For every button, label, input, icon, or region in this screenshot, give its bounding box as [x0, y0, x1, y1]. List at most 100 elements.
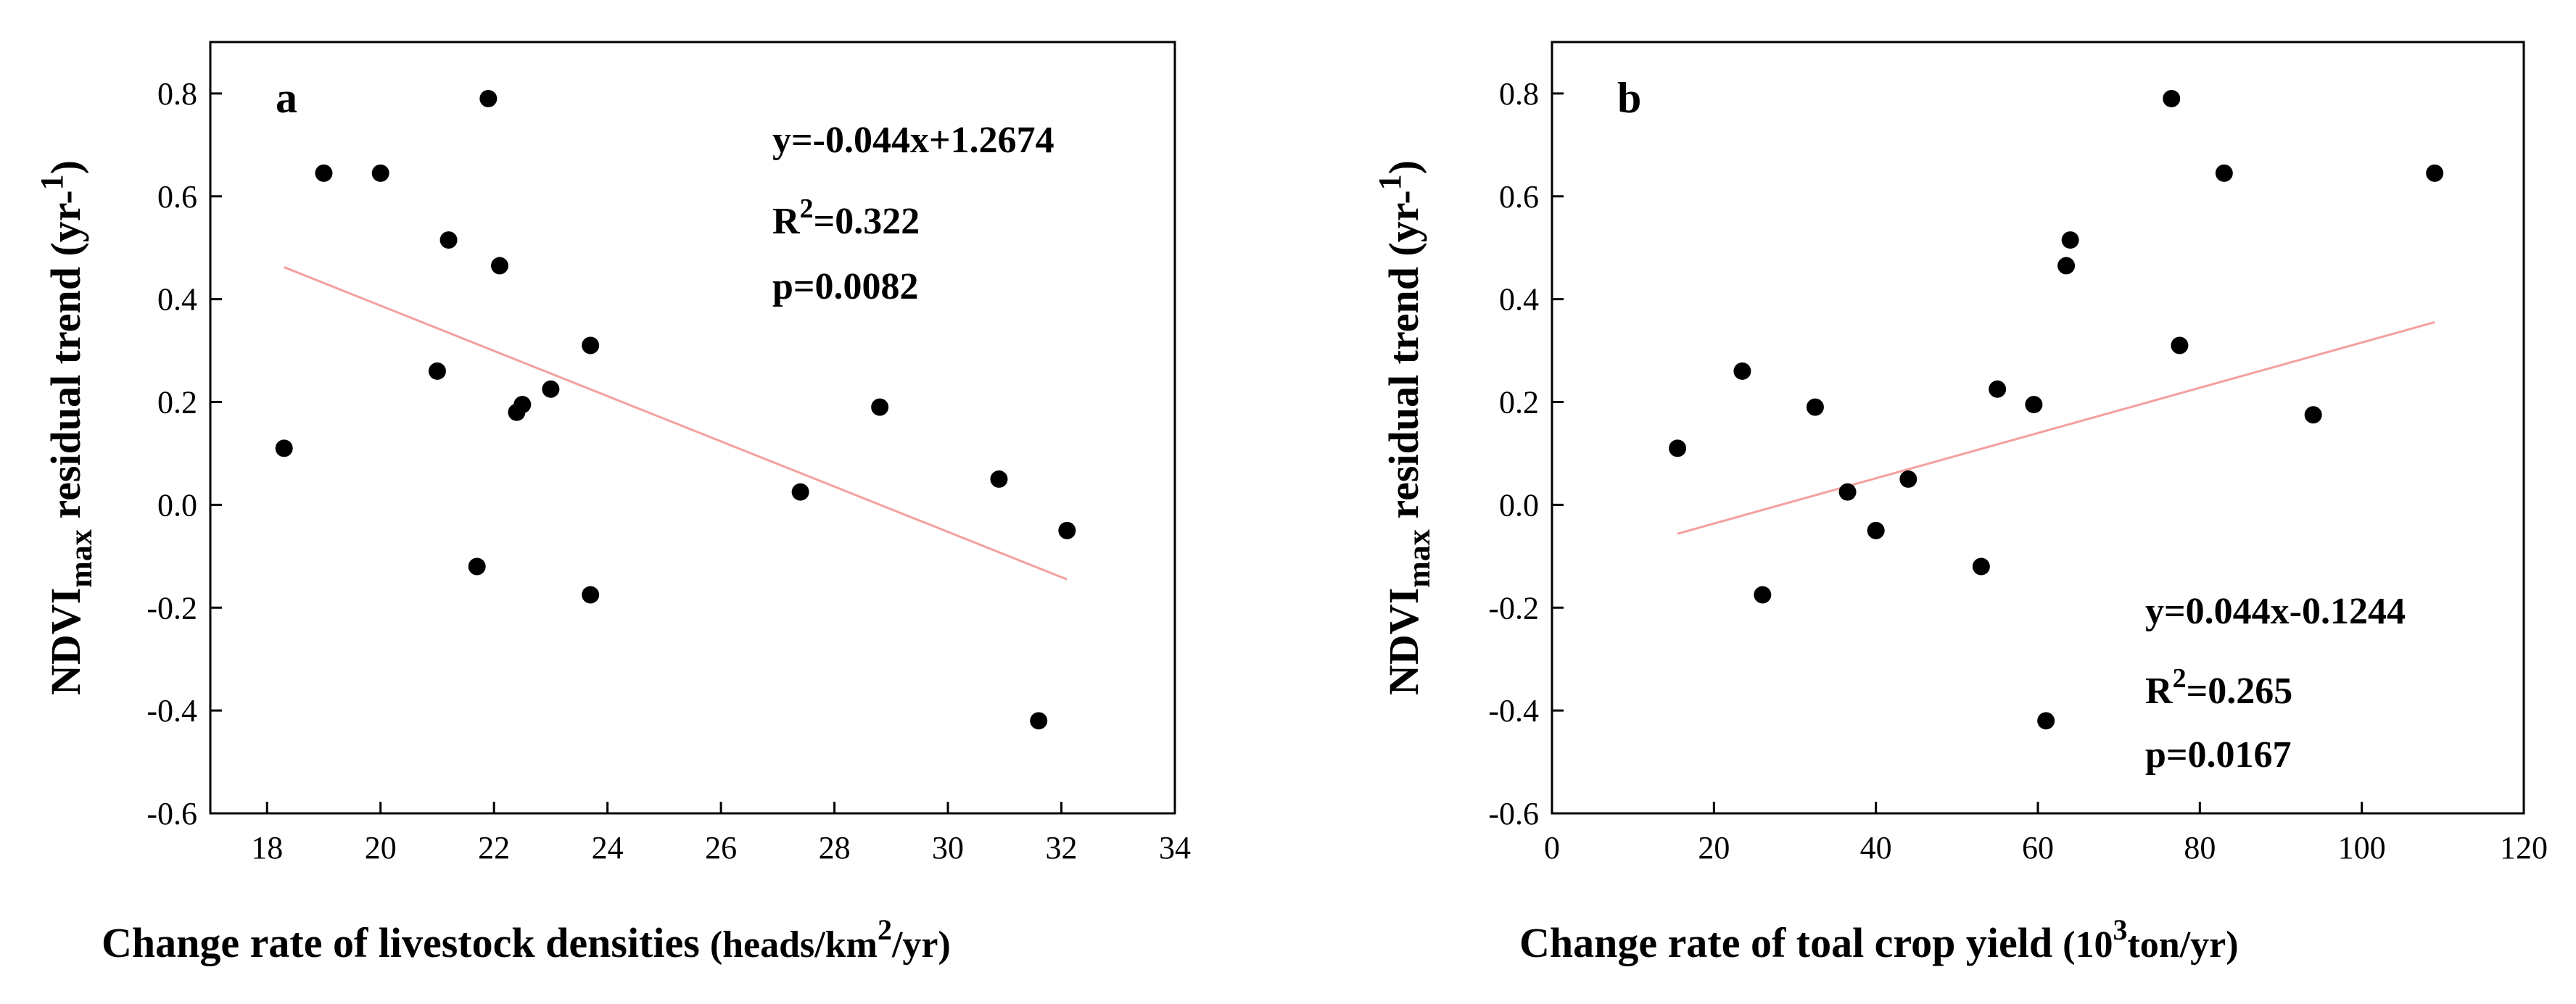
panel-a-point [491, 257, 508, 275]
panel-a-y-tick-label: 0.6 [157, 179, 197, 215]
panel-b-y-tick-label: 0.2 [1499, 385, 1539, 420]
panel-b-x-tick-label: 40 [1860, 830, 1892, 866]
panel-a-point [990, 470, 1008, 488]
panel-b-points [1669, 90, 2444, 730]
panel-a-xlabel-unit-sup: 2 [878, 913, 892, 946]
panel-a-point [371, 164, 389, 182]
panel-b-x-tick-label: 20 [1698, 830, 1730, 866]
panel-a-x-tick-label: 24 [592, 830, 624, 866]
panel-b-r2-prefix: R [2145, 671, 2174, 712]
panel-a-point [582, 336, 600, 354]
panel-a-letter: a [276, 74, 297, 122]
panel-a-point [871, 398, 889, 416]
panel-a-points [275, 90, 1076, 730]
panel-b-point [1972, 557, 1990, 576]
panel-b-y-tick-label: -0.6 [1488, 796, 1539, 831]
panel-a-point [1030, 712, 1048, 730]
panel-b-r2-value: =0.265 [2187, 671, 2293, 712]
panel-a-point [315, 164, 333, 182]
panel-b-r2-sup: 2 [2173, 663, 2187, 694]
panel-a-x-tick-label: 26 [705, 830, 737, 866]
panel-a-xlabel-unit-post: /yr) [891, 924, 951, 966]
panel-b-point [2426, 164, 2444, 182]
panel-b-point [2171, 336, 2189, 354]
panel-a-frame [209, 41, 1176, 815]
panel-a-point [1058, 521, 1076, 539]
panel-b-point [2163, 90, 2181, 108]
panel-b-point [2037, 712, 2055, 730]
panel-b-point [2061, 231, 2079, 249]
panel-b-y-tick-label: -0.4 [1488, 693, 1539, 729]
panel-b-point [2304, 406, 2322, 424]
panel-b-y-axis-label: NDVImax residual trend (yr-1) [1372, 160, 1437, 695]
panel-a-point [439, 231, 458, 249]
panel-b-point [1838, 483, 1857, 501]
panel-b-point [1899, 470, 1917, 488]
panel-b-ylabel-sub: max [1401, 529, 1437, 588]
panel-b-y-tick-label: 0.0 [1499, 487, 1539, 523]
panel-a-y-tick-label: -0.4 [146, 693, 197, 729]
panel-a-ylabel-sub: max [63, 529, 99, 588]
panel-b-y-tick-label: -0.2 [1488, 590, 1539, 626]
panel-a-ylabel-rest: residual trend (yr- [42, 190, 89, 529]
panel-b: 0 20 40 60 80 100 120 -0.6 -0.4 -0.2 0.0 0.2 0.4 0.6 0… [1372, 41, 2548, 966]
panel-a-xlabel-main: Change rate of livestock densities [102, 919, 700, 966]
panel-a-point [428, 362, 446, 380]
panel-a-x-tick-label: 28 [819, 830, 851, 866]
panel-b-y-tick-label: 0.8 [1499, 76, 1539, 112]
panel-b-ticks: 0 20 40 60 80 100 120 -0.6 -0.4 -0.2 0.0 0.2 0.4 0.6 0… [1488, 76, 2548, 866]
panel-b-ylabel-end: ) [1380, 160, 1427, 174]
panel-a-x-tick-label: 32 [1046, 830, 1078, 866]
panel-a-point [275, 439, 293, 457]
panel-b-ylabel-rest: residual trend (yr- [1380, 190, 1427, 529]
panel-a-y-axis-label: NDVImax residual trend (yr-1) [34, 160, 99, 695]
panel-b-letter: b [1617, 74, 1641, 122]
panel-a-ylabel-main: NDVI [42, 588, 89, 695]
panel-a-x-axis-label: Change rate of livestock densities (heads… [102, 913, 951, 966]
panel-a-y-tick-label: -0.2 [146, 590, 197, 626]
panel-a-x-tick-label: 30 [932, 830, 964, 866]
panel-b-x-axis-label: Change rate of toal crop yield (103ton/yr… [1519, 913, 2239, 966]
panel-a-xlabel-unit-pre: (heads/km [710, 924, 878, 966]
panel-a-y-tick-label: 0.2 [157, 385, 197, 420]
panel-b-point [2057, 257, 2076, 275]
panel-a-r2: R2=0.322 [772, 194, 920, 242]
panel-a-x-tick-label: 22 [478, 830, 510, 866]
panel-b-fit-line [1677, 321, 2435, 535]
panel-a-point [791, 483, 809, 501]
panel-a-fit-line [284, 266, 1068, 581]
panel-b-xlabel-unit-sup: 3 [2113, 913, 2127, 946]
panel-b-point [1754, 586, 1772, 604]
panel-b-xlabel-unit-post: ton/yr) [2127, 924, 2238, 966]
panel-a-r2-sup: 2 [800, 194, 814, 224]
panel-b-x-tick-label: 100 [2338, 830, 2386, 866]
panel-a: 18 20 22 24 26 28 30 32 34-0.6-0.4-0.20.00.20.40… [34, 41, 1191, 966]
panel-a-r2-prefix: R [772, 201, 801, 242]
panel-b-point [1806, 398, 1824, 416]
panel-a-point [479, 90, 498, 108]
panel-b-point [1867, 521, 1885, 539]
panel-b-xlabel-unit-pre: (10 [2063, 924, 2113, 966]
panel-b-x-tick-label: 80 [2184, 830, 2216, 866]
panel-b-point [1733, 362, 1751, 380]
panel-a-point [513, 396, 532, 414]
panel-b-x-tick-label: 0 [1544, 830, 1560, 866]
panel-a-x-tick-label: 34 [1159, 830, 1191, 866]
panel-b-point [1669, 439, 1687, 457]
panel-b-r2: R2=0.265 [2145, 663, 2292, 712]
panel-b-ylabel-sup: 1 [1372, 174, 1408, 190]
panel-b-xlabel-main: Change rate of toal crop yield [1519, 919, 2052, 966]
panel-a-y-tick-label: 0.4 [157, 282, 197, 318]
panel-b-y-tick-label: 0.4 [1499, 282, 1539, 318]
panel-b-p-value: p=0.0167 [2145, 734, 2292, 776]
panel-a-x-tick-label: 20 [365, 830, 397, 866]
panel-b-y-tick-label: 0.6 [1499, 179, 1539, 215]
panel-b-point [2025, 396, 2043, 414]
panel-a-y-tick-label: 0.0 [157, 487, 197, 523]
panel-a-point [468, 557, 486, 576]
panel-a-p-value: p=0.0082 [772, 266, 919, 307]
panel-a-x-tick-label: 18 [251, 830, 283, 866]
panel-b-frame [1551, 41, 2525, 815]
panel-a-ylabel-sup: 1 [34, 174, 70, 190]
